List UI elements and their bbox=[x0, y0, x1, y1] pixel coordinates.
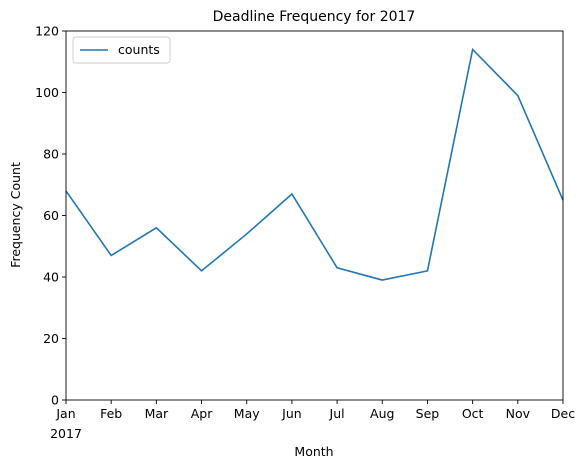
plot-area bbox=[66, 31, 563, 400]
legend-label-counts: counts bbox=[118, 42, 160, 57]
x-tick-label: Feb bbox=[100, 406, 122, 421]
series-line-counts bbox=[65, 47, 564, 281]
y-tick-label: 40 bbox=[43, 270, 59, 285]
x-tick-label: Jul bbox=[329, 406, 345, 421]
x-tick-label: Dec bbox=[551, 406, 575, 421]
x-tick-label: Aug bbox=[370, 406, 394, 421]
x-tick-label: Sep bbox=[416, 406, 440, 421]
y-tick-label: 60 bbox=[43, 208, 59, 223]
x-tick-label: Jun bbox=[281, 406, 302, 421]
y-tick-label: 100 bbox=[35, 85, 59, 100]
x-year-label: 2017 bbox=[50, 426, 82, 441]
x-tick-label: Apr bbox=[191, 406, 213, 421]
x-tick-label: May bbox=[234, 406, 260, 421]
legend-box bbox=[72, 36, 171, 64]
legend: counts bbox=[72, 36, 171, 64]
y-tick-label: 120 bbox=[35, 24, 59, 39]
x-tick-label: Mar bbox=[145, 406, 169, 421]
x-tick-label: Nov bbox=[506, 406, 531, 421]
chart-title: Deadline Frequency for 2017 bbox=[213, 9, 416, 25]
x-tick-label: Oct bbox=[462, 406, 484, 421]
x-tick-label: Jan bbox=[55, 406, 75, 421]
y-tick-label: 80 bbox=[43, 147, 59, 162]
y-tick-label: 20 bbox=[43, 331, 59, 346]
y-tick-label: 0 bbox=[51, 393, 59, 408]
x-axis-title: Month bbox=[294, 444, 333, 459]
x-axis: Jan Feb Mar Apr May Jun Jul Aug Sep Oct Nov Dec bbox=[55, 400, 575, 421]
y-axis-title: Frequency Count bbox=[8, 162, 23, 268]
plot-frame bbox=[65, 30, 564, 401]
y-axis: 0 20 40 60 80 100 120 bbox=[35, 24, 66, 408]
